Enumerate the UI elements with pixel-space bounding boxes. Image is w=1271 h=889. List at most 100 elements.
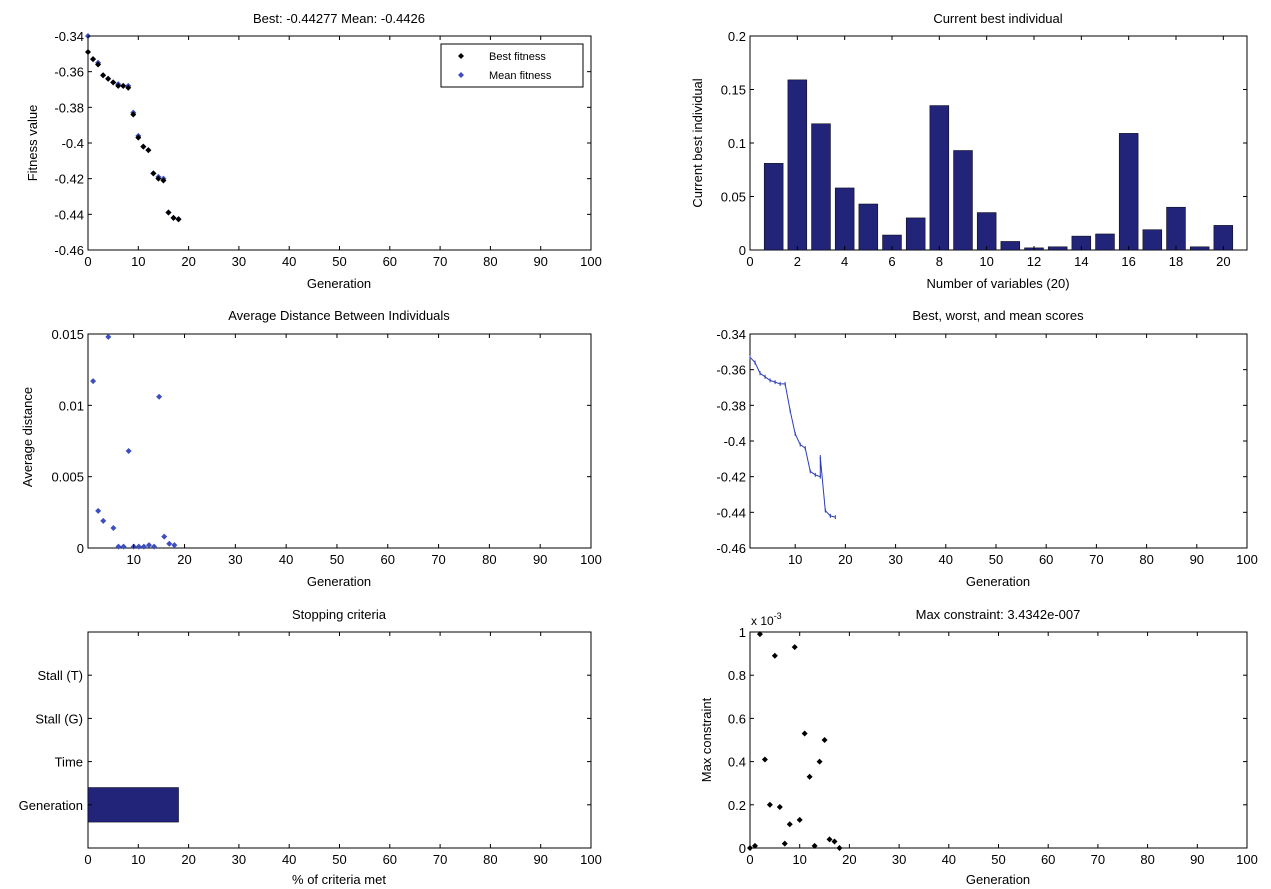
scores-xtick-label: 30: [888, 552, 902, 567]
fitness-legend: Best fitness Mean fitness: [440, 43, 584, 88]
stopping-criteria-plot: Stopping criteria 0 10 20 30 40 50 60 70 80 90 100…: [19, 607, 602, 887]
avg-distance-xtick-label: 100: [580, 552, 602, 567]
avg-distance-xtick-label: 30: [228, 552, 242, 567]
fitness-point: [110, 79, 117, 86]
max-constraint-point: [766, 801, 773, 808]
avg-distance-xtick-label: 20: [177, 552, 191, 567]
avg-distance-point: [125, 447, 132, 454]
best-individual-bar: [1142, 229, 1163, 251]
scores-ytick-label: -0.4: [724, 434, 746, 449]
best-individual-plot-ylabel: Current best individual: [690, 78, 705, 207]
stopping-xtick-label: 30: [232, 852, 246, 867]
fitness-point: [90, 56, 97, 63]
stopping-xtick-label: 10: [131, 852, 145, 867]
best-individual-xtick-label: 8: [936, 254, 943, 269]
fitness-plot-xlabel: Generation: [307, 276, 371, 291]
stopping-xtick-label: 0: [84, 852, 91, 867]
max-constraint-point: [761, 756, 768, 763]
best-individual-bar: [1095, 233, 1115, 251]
best-individual-bar: [905, 217, 926, 251]
best-individual-bar: [1118, 133, 1139, 251]
max-constraint-point: [776, 803, 783, 810]
fitness-plot-ylabel: Fitness value: [25, 105, 40, 182]
stopping-bar: [87, 787, 179, 823]
fitness-plot-marks: [85, 33, 182, 223]
max-constraint-point: [806, 773, 813, 780]
legend-mean-fitness-label: Mean fitness: [489, 70, 552, 82]
max-constraint-point: [821, 737, 828, 743]
scores-plot-marks: [749, 355, 836, 520]
fitness-xtick-label: 100: [580, 254, 602, 269]
scores-xtick-label: 90: [1190, 552, 1204, 567]
max-constraint-point: [811, 842, 818, 849]
avg-distance-point: [100, 517, 107, 524]
stopping-xtick-label: 80: [483, 852, 497, 867]
fitness-legend-box: [440, 43, 584, 88]
fitness-xtick-label: 50: [332, 254, 346, 269]
stopping-category-label: Time: [55, 755, 83, 770]
stopping-category-label: Generation: [19, 798, 83, 813]
max-constraint-plot-ticks: 0 10 20 30 40 50 60 70 80 90 100 0 0.2 0.4 0.6 0.8 1: [728, 625, 1258, 867]
max-constraint-point: [756, 631, 763, 638]
max-constraint-xtick-label: 20: [842, 852, 856, 867]
max-constraint-plot-ylabel: Max constraint: [699, 697, 714, 782]
best-individual-bar: [1047, 246, 1068, 251]
exponent-power: -3: [774, 611, 782, 621]
fitness-xtick-label: 30: [232, 254, 246, 269]
best-individual-bar: [1166, 206, 1186, 251]
max-constraint-xtick-label: 40: [942, 852, 956, 867]
avg-distance-point: [135, 543, 142, 550]
max-constraint-point: [771, 652, 778, 659]
avg-distance-point: [110, 525, 117, 532]
scores-ytick-label: -0.38: [716, 398, 746, 413]
scores-xtick-label: 10: [788, 552, 802, 567]
avg-distance-point: [156, 393, 163, 400]
avg-distance-ytick-label: 0: [77, 541, 84, 556]
best-individual-xtick-label: 10: [979, 254, 993, 269]
best-individual-xtick-label: 14: [1074, 254, 1088, 269]
best-individual-bar: [787, 79, 808, 251]
avg-distance-ytick-label: 0.015: [51, 327, 84, 342]
avg-distance-ytick-label: 0.005: [51, 470, 84, 485]
max-constraint-ytick-label: 0.4: [728, 755, 746, 770]
scores-xtick-label: 70: [1089, 552, 1103, 567]
fitness-xtick-label: 20: [181, 254, 195, 269]
best-individual-ytick-label: 0.05: [721, 190, 746, 205]
scores-series-line: [749, 356, 836, 518]
max-constraint-xtick-label: 70: [1091, 852, 1105, 867]
fitness-point: [135, 134, 142, 141]
legend-mean-fitness-marker: [458, 72, 464, 78]
fitness-xtick-label: 70: [433, 254, 447, 269]
stopping-category-label: Stall (T): [38, 668, 84, 683]
fitness-xtick-label: 10: [131, 254, 145, 269]
best-individual-xtick-label: 20: [1216, 254, 1230, 269]
scores-ytick-label: -0.36: [716, 363, 746, 378]
best-individual-plot-marks: [763, 79, 1234, 251]
legend-best-fitness-marker: [458, 53, 464, 59]
fitness-point: [120, 82, 127, 89]
scores-ytick-label: -0.44: [716, 505, 746, 520]
max-constraint-plot-title: Max constraint: 3.4342e-007: [916, 607, 1081, 622]
max-constraint-point: [831, 838, 838, 845]
max-constraint-point: [786, 821, 793, 828]
fitness-point: [165, 209, 172, 216]
scores-plot: Best, worst, and mean scores 10 20 30 40 50 6…: [716, 308, 1257, 589]
avg-distance-xtick-label: 70: [431, 552, 445, 567]
fitness-ytick-label: -0.46: [54, 243, 84, 258]
fitness-point: [175, 216, 182, 223]
best-individual-ytick-label: 0.15: [721, 83, 746, 98]
avg-distance-xtick-label: 60: [381, 552, 395, 567]
scores-plot-title: Best, worst, and mean scores: [912, 308, 1084, 323]
max-constraint-ytick-label: 1: [739, 625, 746, 640]
best-individual-bar: [1000, 241, 1021, 251]
exponent-base: x 10: [751, 614, 774, 628]
stopping-criteria-plot-xlabel: % of criteria met: [292, 872, 386, 887]
avg-distance-plot-ticks: 10 20 30 40 50 60 70 80 90 100 0 0.005 0.01 0.015: [51, 327, 601, 567]
fitness-point: [155, 175, 162, 182]
avg-distance-plot-title: Average Distance Between Individuals: [228, 308, 450, 323]
avg-distance-plot: Average Distance Between Individuals 10 2…: [20, 308, 602, 589]
fitness-point: [150, 170, 157, 177]
fitness-point: [140, 143, 147, 150]
best-individual-xtick-label: 18: [1169, 254, 1183, 269]
